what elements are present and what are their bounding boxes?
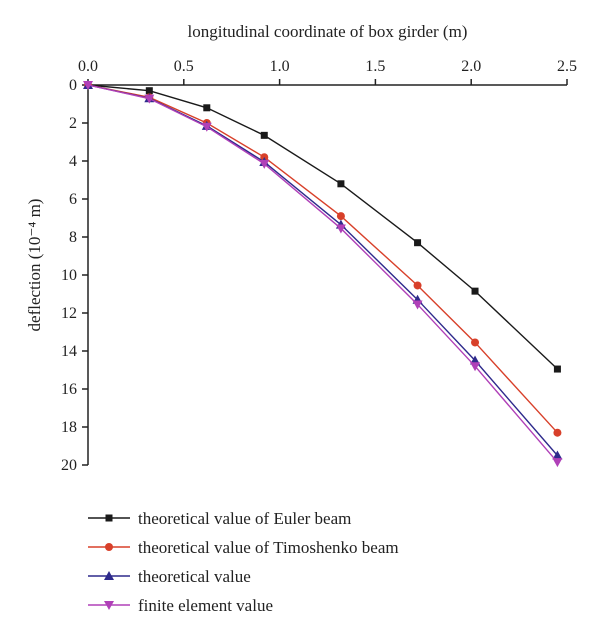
- legend-label: theoretical value of Timoshenko beam: [138, 538, 399, 557]
- y-ticks: 0 2 4 6 8 10 12 14 16 18 20: [61, 77, 88, 474]
- x-tick-label: 0.5: [174, 58, 194, 75]
- data-point: [471, 338, 480, 347]
- series-line: [87, 84, 558, 456]
- series-line: [87, 84, 558, 463]
- y-axis-title: deflection (10⁻⁴ m): [25, 199, 44, 332]
- x-ticks: 0.0 0.5 1.0 1.5 2.0 2.5: [78, 58, 577, 85]
- data-point: [83, 81, 93, 90]
- legend-label: theoretical value: [138, 567, 251, 586]
- x-tick-label: 1.5: [365, 58, 385, 75]
- data-point: [553, 428, 562, 437]
- legend-label: finite element value: [138, 596, 273, 615]
- y-tick-label: 18: [61, 419, 77, 436]
- y-tick-label: 14: [61, 343, 77, 360]
- plot-area: [83, 80, 563, 468]
- series-4: [83, 81, 563, 468]
- data-point: [336, 212, 345, 221]
- data-point: [470, 362, 481, 372]
- data-point: [144, 94, 155, 104]
- data-point: [414, 239, 422, 247]
- data-point: [412, 300, 423, 310]
- data-point: [203, 104, 211, 112]
- legend-marker: [104, 571, 114, 580]
- data-point: [335, 224, 346, 234]
- legend-marker: [105, 543, 113, 551]
- data-point: [552, 450, 563, 460]
- data-point: [145, 87, 153, 95]
- y-tick-label: 8: [69, 229, 77, 246]
- x-tick-label: 2.0: [461, 58, 481, 75]
- data-point: [552, 458, 563, 468]
- legend-item: finite element value: [88, 596, 273, 615]
- series-3: [83, 80, 563, 460]
- x-tick-label: 2.5: [557, 58, 577, 75]
- series-line: [87, 84, 558, 370]
- data-point: [337, 180, 345, 188]
- series-line: [87, 84, 558, 434]
- data-point: [413, 281, 422, 290]
- y-tick-label: 6: [69, 191, 77, 208]
- legend-item: theoretical value: [88, 567, 251, 586]
- data-point: [553, 365, 561, 373]
- legend-marker: [104, 601, 114, 610]
- x-tick-label: 0.0: [78, 58, 98, 75]
- legend-item: theoretical value of Euler beam: [88, 509, 351, 528]
- legend-item: theoretical value of Timoshenko beam: [88, 538, 399, 557]
- y-tick-label: 2: [69, 115, 77, 132]
- series-1: [84, 81, 561, 373]
- axes: 0.0 0.5 1.0 1.5 2.0 2.5 0 2 4 6 8 10 12 14 16 18 20: [61, 58, 577, 474]
- data-point: [259, 159, 270, 169]
- data-point: [260, 131, 268, 139]
- x-axis-title: longitudinal coordinate of box girder (m…: [188, 22, 468, 41]
- x-tick-label: 1.0: [270, 58, 290, 75]
- legend: theoretical value of Euler beam theoretic…: [88, 509, 399, 615]
- y-tick-label: 20: [61, 457, 77, 474]
- y-tick-label: 16: [61, 381, 77, 398]
- y-tick-label: 10: [61, 267, 77, 284]
- data-point: [201, 122, 212, 132]
- y-tick-label: 4: [69, 153, 77, 170]
- legend-label: theoretical value of Euler beam: [138, 509, 351, 528]
- data-point: [471, 287, 479, 295]
- legend-marker: [105, 514, 113, 522]
- y-tick-label: 0: [69, 77, 77, 94]
- y-tick-label: 12: [61, 305, 77, 322]
